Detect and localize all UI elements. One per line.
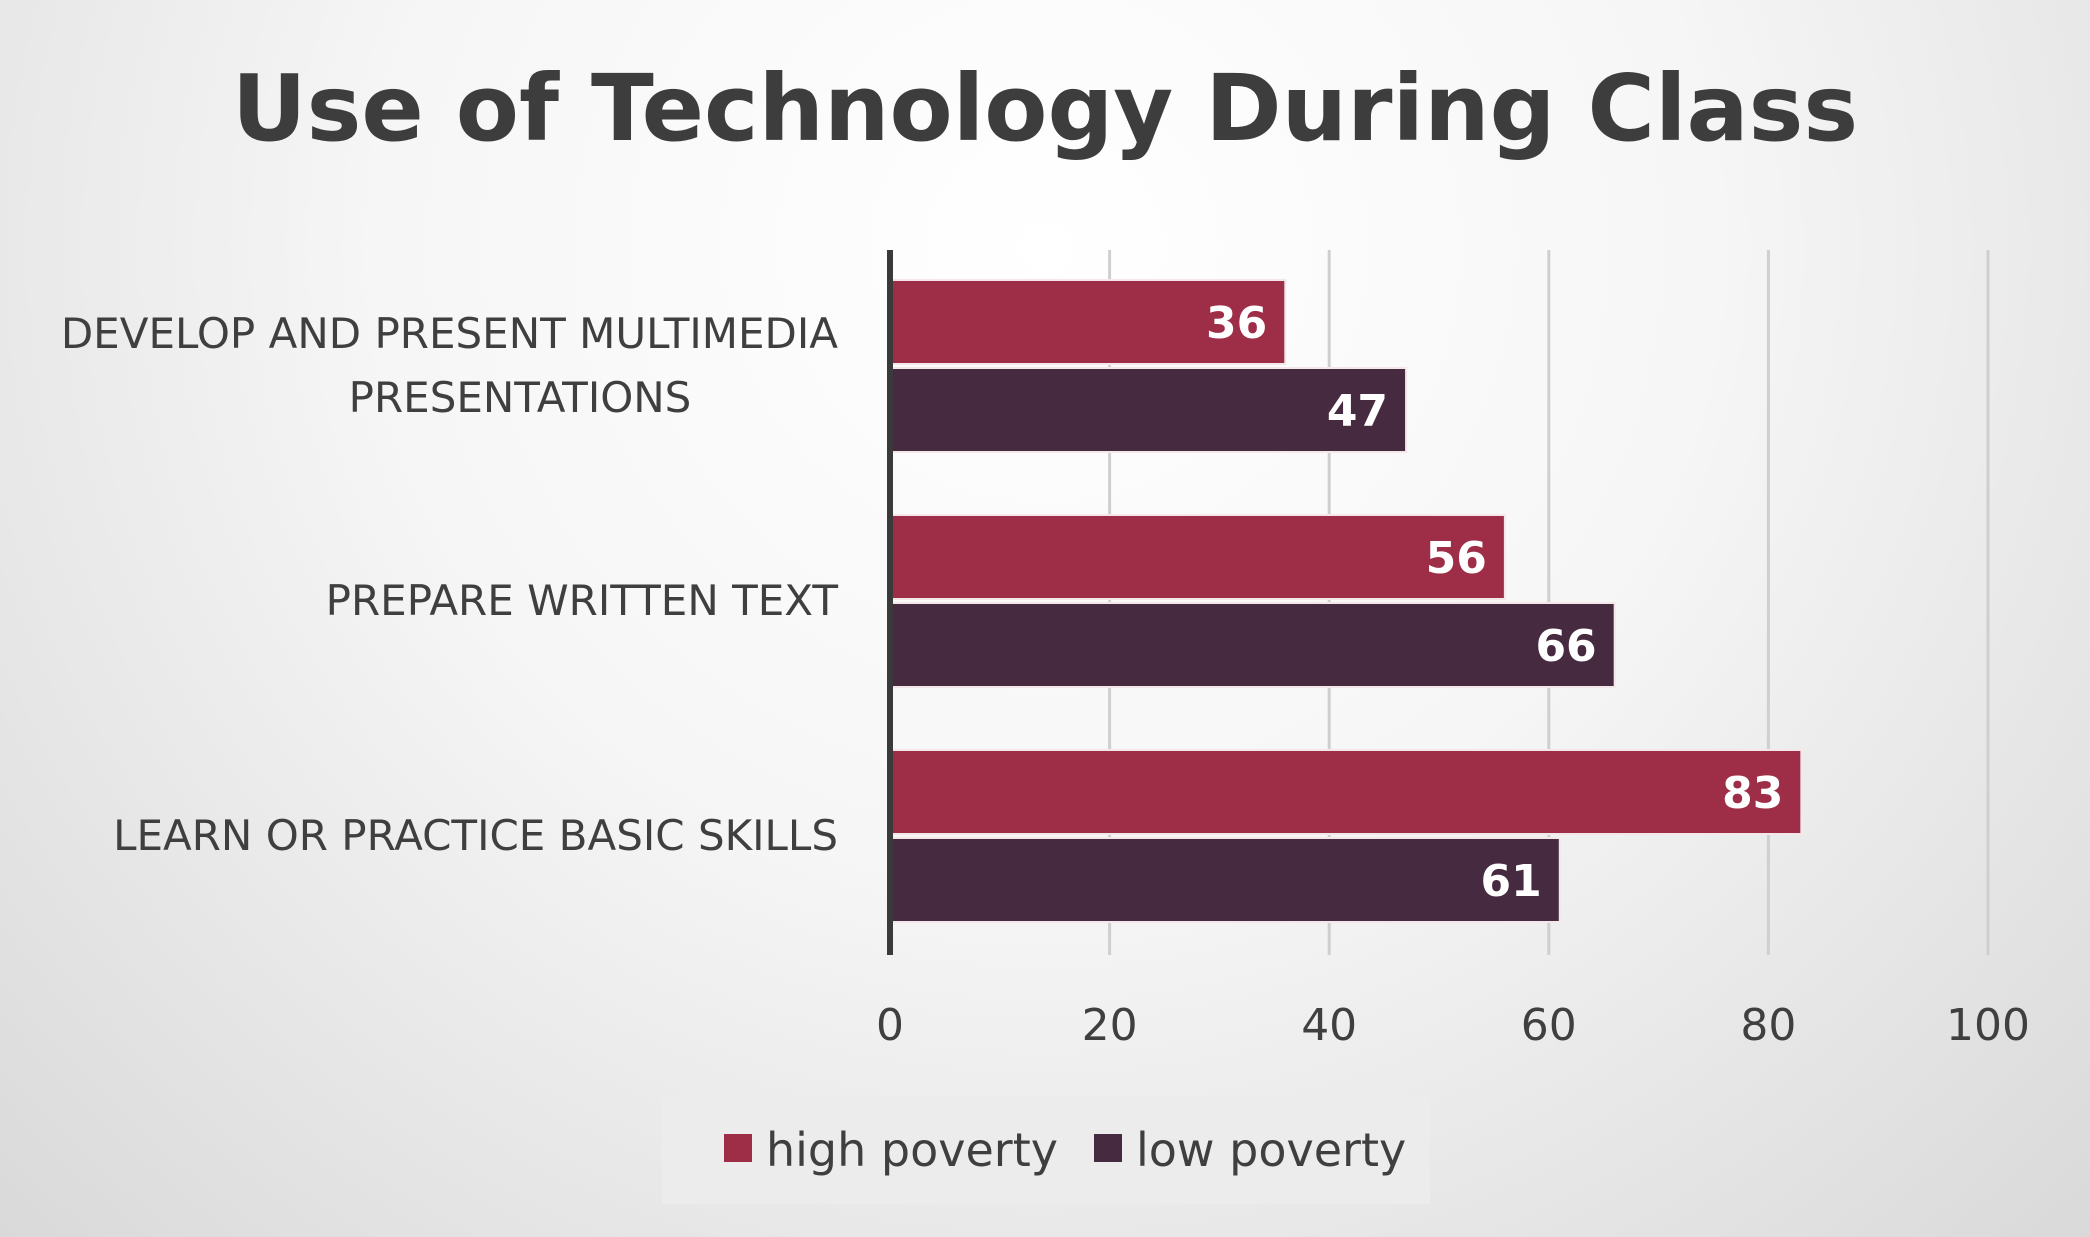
legend-label: low poverty xyxy=(1136,1123,1406,1177)
data-label: 47 xyxy=(1327,386,1388,437)
data-label: 36 xyxy=(1206,298,1267,349)
chart-title: Use of Technology During Class xyxy=(232,55,1858,162)
x-tick-label: 80 xyxy=(1740,1000,1796,1051)
legend-label: high poverty xyxy=(766,1123,1058,1177)
data-label: 66 xyxy=(1535,621,1596,672)
bar-low-poverty-1 xyxy=(889,602,1616,688)
x-tick-label: 60 xyxy=(1521,1000,1577,1051)
x-tick-label: 100 xyxy=(1946,1000,2030,1051)
x-tick-label: 0 xyxy=(876,1000,904,1051)
category-label: LEARN OR PRACTICE BASIC SKILLS xyxy=(113,811,838,860)
category-label: PREPARE WRITTEN TEXT xyxy=(326,576,839,625)
data-label: 61 xyxy=(1481,856,1542,907)
x-tick-labels: 0 20 40 60 80 100 xyxy=(876,1000,2030,1051)
bars: 36 47 56 66 83 61 xyxy=(889,279,1803,923)
legend-box xyxy=(662,1096,1430,1204)
bar-high-poverty-2 xyxy=(889,749,1803,835)
bar-high-poverty-1 xyxy=(889,514,1506,600)
x-tick-label: 20 xyxy=(1082,1000,1138,1051)
data-label: 83 xyxy=(1722,768,1783,819)
category-label: DEVELOP AND PRESENT MULTIMEDIA PRESENTATI… xyxy=(61,309,838,422)
legend-swatch xyxy=(1094,1134,1122,1162)
legend-swatch xyxy=(724,1134,752,1162)
bar-low-poverty-2 xyxy=(889,837,1561,923)
category-labels: DEVELOP AND PRESENT MULTIMEDIA PRESENTATI… xyxy=(61,309,839,860)
bar-high-poverty-0 xyxy=(889,279,1287,365)
data-label: 56 xyxy=(1426,533,1487,584)
x-tick-label: 40 xyxy=(1301,1000,1357,1051)
legend: high poverty low poverty xyxy=(662,1096,1430,1204)
